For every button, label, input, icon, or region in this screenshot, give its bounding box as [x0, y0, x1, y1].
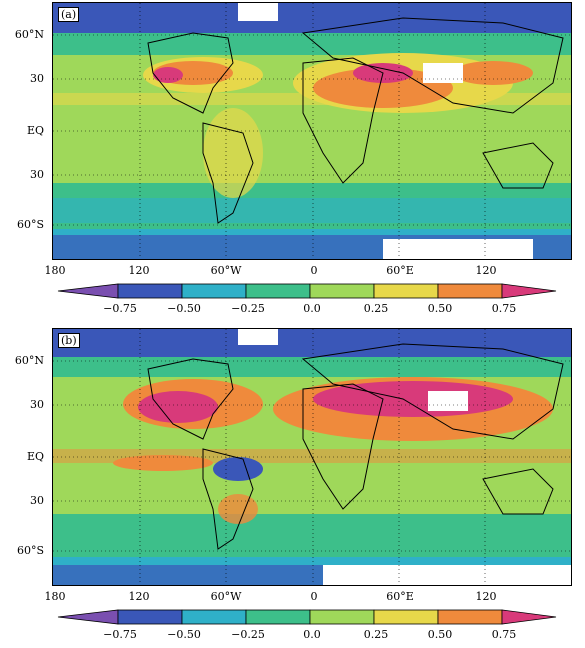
panel-a-label: (a)	[58, 7, 80, 22]
colorbar-a-tick-3: −0.25	[231, 302, 265, 315]
colorbar-b-tick-1: −0.75	[103, 628, 137, 641]
lat-label-30n-a: 30	[30, 72, 44, 85]
lat-label-30s-a: 30	[30, 168, 44, 181]
lon-label-60e-a: 60°E	[386, 264, 414, 277]
lat-label-30s-b: 30	[30, 494, 44, 507]
map-panel-a: (a)	[52, 2, 572, 260]
lon-label-180-a: 180	[44, 264, 66, 277]
colorbar-a-tick-1: −0.75	[103, 302, 137, 315]
colorbar-b-tick-2: −0.50	[167, 628, 201, 641]
colorbar-a-tick-7: 0.75	[491, 302, 517, 315]
colorbar-a-tick-4: 0.0	[303, 302, 321, 315]
lon-label-180-b: 180	[44, 590, 66, 603]
lon-label-120w-a: 120	[128, 264, 150, 277]
lat-label-60s-a: 60°S	[16, 218, 44, 231]
lon-label-60w-a: 60°W	[210, 264, 242, 277]
lat-label-eq-a: EQ	[26, 124, 44, 137]
colorbar-b-tick-4: 0.0	[303, 628, 321, 641]
colorbar-b-tick-6: 0.50	[427, 628, 453, 641]
lon-label-60w-b: 60°W	[210, 590, 242, 603]
colorbar-b-tick-5: 0.25	[363, 628, 389, 641]
colorbar-a-tick-6: 0.50	[427, 302, 453, 315]
colorbar-b-tick-3: −0.25	[231, 628, 265, 641]
panel-a: (a) 60°N 30 EQ 30 60°S 180 120 60°W 0 60…	[0, 0, 585, 320]
colorbar-a-tick-2: −0.50	[167, 302, 201, 315]
lon-label-120e-a: 120	[475, 264, 497, 277]
lat-label-60n-a: 60°N	[14, 28, 44, 41]
lat-label-60n-b: 60°N	[14, 354, 44, 367]
lon-label-60e-b: 60°E	[386, 590, 414, 603]
map-panel-b: (b)	[52, 328, 572, 586]
lon-label-0-a: 0	[310, 264, 318, 277]
lat-label-30n-b: 30	[30, 398, 44, 411]
lon-label-120w-b: 120	[128, 590, 150, 603]
map-field-b	[53, 329, 571, 585]
colorbar-b-tick-7: 0.75	[491, 628, 517, 641]
colorbar-a-tick-5: 0.25	[363, 302, 389, 315]
panel-b: (b) 60°N 30 EQ 30 60°S 180 120 60°W 0 60…	[0, 326, 585, 646]
map-field-a	[53, 3, 571, 259]
lon-label-0-b: 0	[310, 590, 318, 603]
panel-b-label: (b)	[58, 333, 80, 348]
lat-label-eq-b: EQ	[26, 450, 44, 463]
lat-label-60s-b: 60°S	[16, 544, 44, 557]
lon-label-120e-b: 120	[475, 590, 497, 603]
